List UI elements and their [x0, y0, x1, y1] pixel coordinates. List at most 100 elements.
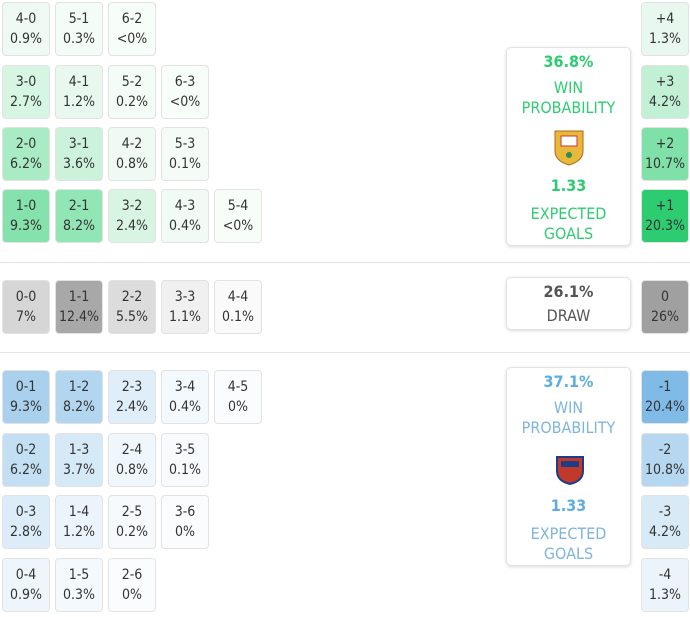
score-cell: 3-3 1.1% — [161, 280, 209, 334]
probability: <0% — [116, 31, 148, 47]
probability: 0.3% — [63, 587, 95, 603]
score: 0-0 — [15, 289, 37, 305]
probability: <0% — [222, 218, 254, 234]
score-cell: 4-2 0.8% — [108, 127, 156, 181]
score: 1-4 — [68, 504, 90, 520]
score: 4-2 — [121, 136, 143, 152]
score: 0-2 — [15, 442, 37, 458]
probability: 20.3% — [644, 218, 685, 234]
score: 5-1 — [68, 11, 90, 27]
score-cell: 0-2 6.2% — [2, 433, 50, 487]
score: 1-0 — [15, 198, 37, 214]
win-label: WIN PROBABILITY — [521, 78, 616, 117]
probability: 1.3% — [649, 31, 681, 47]
score: -1 — [658, 379, 672, 395]
score-cell: 3-5 0.1% — [161, 433, 209, 487]
score: 0 — [660, 289, 669, 305]
xg: 1.33 — [550, 496, 587, 515]
score-cell: 3-2 2.4% — [108, 189, 156, 243]
score: 3-6 — [174, 504, 196, 520]
probability: 4.2% — [649, 94, 681, 110]
score: 3-1 — [68, 136, 90, 152]
score-cell: +1 20.3% — [641, 189, 689, 243]
score-cell: 1-3 3.7% — [55, 433, 103, 487]
xg: 1.33 — [550, 176, 587, 195]
xg-label: EXPECTED GOALS — [530, 524, 607, 563]
score-cell: 3-0 2.7% — [2, 65, 50, 119]
score: -4 — [658, 567, 672, 583]
score: 0-1 — [15, 379, 37, 395]
score-cell: 4-0 0.9% — [2, 2, 50, 56]
score-cell: 0-4 0.9% — [2, 558, 50, 612]
probability: 2.7% — [10, 94, 42, 110]
score-cell: 1-5 0.3% — [55, 558, 103, 612]
probability: 9.3% — [10, 218, 42, 234]
probability: 26% — [651, 309, 679, 325]
xg-label: EXPECTED GOALS — [530, 204, 607, 243]
probability: 3.7% — [63, 462, 95, 478]
score-cell: 6-2 <0% — [108, 2, 156, 56]
away-panel: 37.1% WIN PROBABILITY 1.33 EXPECTED GOAL… — [506, 367, 631, 566]
score: 1-1 — [68, 289, 90, 305]
score: 2-1 — [68, 198, 90, 214]
probability: 0.1% — [169, 156, 201, 172]
score: 1-5 — [68, 567, 90, 583]
score: 4-3 — [174, 198, 196, 214]
score-cell: 0 26% — [641, 280, 689, 334]
separator — [0, 262, 690, 263]
probability: 0.9% — [10, 31, 42, 47]
score-cell: 2-2 5.5% — [108, 280, 156, 334]
score-cell: +2 10.7% — [641, 127, 689, 181]
draw-panel: 26.1% DRAW — [506, 277, 631, 330]
score: 3-4 — [174, 379, 196, 395]
score-cell: 2-3 2.4% — [108, 370, 156, 424]
score: +1 — [655, 198, 675, 214]
probability: 0% — [228, 399, 248, 415]
separator — [0, 352, 690, 353]
score: 2-6 — [121, 567, 143, 583]
score-cell: 4-5 0% — [214, 370, 262, 424]
probability: 3.6% — [63, 156, 95, 172]
score: 0-3 — [15, 504, 37, 520]
score: 2-5 — [121, 504, 143, 520]
score: 5-4 — [227, 198, 249, 214]
score: 4-1 — [68, 74, 90, 90]
score-cell: 1-0 9.3% — [2, 189, 50, 243]
score: -2 — [658, 442, 672, 458]
score-cell: 2-6 0% — [108, 558, 156, 612]
probability: 0.9% — [10, 587, 42, 603]
score-cell: 1-1 12.4% — [55, 280, 103, 334]
win-pct: 36.8% — [543, 52, 594, 71]
score: 2-2 — [121, 289, 143, 305]
score-cell: 2-4 0.8% — [108, 433, 156, 487]
probability: 8.2% — [63, 399, 95, 415]
probability: 6.2% — [10, 156, 42, 172]
score: 5-2 — [121, 74, 143, 90]
score-cell: 5-2 0.2% — [108, 65, 156, 119]
win-pct: 37.1% — [543, 372, 594, 391]
draw-pct: 26.1% — [543, 282, 594, 301]
probability: 2.8% — [10, 524, 42, 540]
probability: <0% — [169, 94, 201, 110]
score-cell: 0-0 7% — [2, 280, 50, 334]
score-cell: -3 4.2% — [641, 495, 689, 549]
score: 5-3 — [174, 136, 196, 152]
win-label: WIN PROBABILITY — [521, 398, 616, 437]
score-cell: 3-4 0.4% — [161, 370, 209, 424]
home-panel: 36.8% WIN PROBABILITY 1.33 EXPECTED GOAL… — [506, 47, 631, 246]
score-cell: 0-1 9.3% — [2, 370, 50, 424]
score-cell: 3-1 3.6% — [55, 127, 103, 181]
score: 3-3 — [174, 289, 196, 305]
probability: 0% — [175, 524, 195, 540]
score: 4-5 — [227, 379, 249, 395]
score-cell: 6-3 <0% — [161, 65, 209, 119]
score-cell: -1 20.4% — [641, 370, 689, 424]
score: 4-0 — [15, 11, 37, 27]
score-cell: 1-2 8.2% — [55, 370, 103, 424]
score-cell: 4-3 0.4% — [161, 189, 209, 243]
score-cell: 5-4 <0% — [214, 189, 262, 243]
score: +2 — [655, 136, 675, 152]
probability: 0% — [122, 587, 142, 603]
score: -3 — [658, 504, 672, 520]
probability: 1.2% — [63, 524, 95, 540]
